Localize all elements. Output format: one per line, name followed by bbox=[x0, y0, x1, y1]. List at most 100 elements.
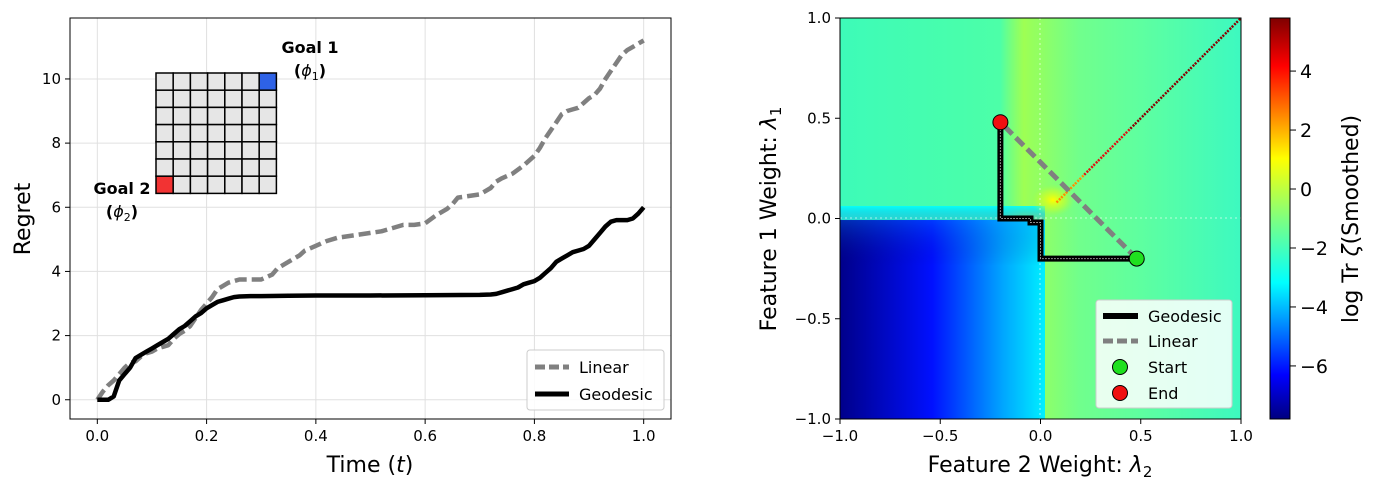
right-y-tick-label: −1.0 bbox=[795, 410, 831, 428]
gridworld-cell bbox=[241, 106, 260, 126]
series-line-geodesic bbox=[97, 205, 646, 403]
right-y-tick-label: −0.5 bbox=[795, 310, 831, 328]
diagonal-ridge-segment bbox=[1212, 40, 1219, 47]
gridworld-cell bbox=[189, 158, 209, 177]
right-legend-linear-label: Linear bbox=[1148, 332, 1198, 351]
right-y-tick-label: 1.0 bbox=[807, 9, 831, 27]
gridworld-cell bbox=[224, 106, 243, 126]
right-paths bbox=[992, 114, 1145, 267]
geodesic-path-highlight bbox=[999, 122, 1137, 260]
gridworld-cell bbox=[155, 106, 174, 126]
series-line-linear bbox=[95, 38, 645, 402]
right-legend-start-label: Start bbox=[1148, 358, 1187, 377]
left-x-tick-label: 0.0 bbox=[85, 427, 109, 445]
right-legend-box bbox=[1095, 299, 1233, 409]
left-legend: Linear Geodesic bbox=[526, 349, 665, 411]
diagonal-ridge-segment bbox=[1221, 30, 1229, 38]
gridworld-cell bbox=[172, 106, 192, 126]
goal2-symbol: (ϕ2) bbox=[106, 202, 138, 224]
gridworld-cell bbox=[224, 141, 243, 160]
left-x-axis-label: Time (t) bbox=[326, 453, 414, 478]
colorbar-label: log Tr ζ(Smoothed) bbox=[1339, 115, 1364, 323]
right-x-tick-label: −1.0 bbox=[822, 427, 858, 445]
right-legend-end-label: End bbox=[1148, 384, 1178, 403]
gridworld-cell bbox=[206, 175, 226, 195]
gridworld-goal2-cell bbox=[155, 175, 174, 195]
gridworld-cell bbox=[258, 175, 278, 195]
heatmap-diagonal-ridge bbox=[1055, 18, 1241, 204]
gridworld-cell bbox=[206, 106, 226, 126]
goal2-label: Goal 2 bbox=[93, 179, 150, 198]
diagonal-ridge-segment bbox=[1143, 109, 1150, 116]
left-plot-frame bbox=[69, 17, 672, 420]
left-y-tick-label: 2 bbox=[51, 327, 61, 345]
linear-path bbox=[998, 120, 1139, 261]
diagonal-ridge-segment bbox=[1087, 164, 1095, 172]
diagonal-ridge-segment bbox=[1170, 81, 1178, 89]
diagonal-ridge-segment bbox=[1203, 49, 1210, 56]
colorbar-tick-label: −2 bbox=[1300, 238, 1328, 260]
start-marker bbox=[1128, 250, 1145, 267]
right-y-tick-label: 0.5 bbox=[807, 109, 831, 127]
colorbar-tick-label: 4 bbox=[1300, 61, 1312, 83]
right-x-tick-label: −0.5 bbox=[922, 427, 958, 445]
diagonal-ridge-segment bbox=[1235, 18, 1241, 24]
goal1-annotation: Goal 1 (ϕ1) bbox=[281, 38, 338, 83]
colorbar-tick-label: 2 bbox=[1300, 120, 1312, 142]
colorbar-tick-label: −4 bbox=[1300, 297, 1328, 319]
diagonal-ridge-segment bbox=[1124, 127, 1132, 135]
colorbar-tick-label: 0 bbox=[1300, 179, 1312, 201]
diagonal-ridge-segment bbox=[1060, 192, 1067, 199]
gridworld-cell bbox=[241, 123, 260, 143]
gridworld-cell bbox=[224, 89, 243, 109]
gridworld-cell bbox=[241, 89, 260, 109]
diagonal-ridge-segment bbox=[1180, 72, 1187, 79]
right-y-axis-label: Feature 1 Weight: λ1 bbox=[757, 107, 785, 332]
diagonal-ridge-segment bbox=[1129, 123, 1136, 130]
left-x-tick-label: 1.0 bbox=[632, 427, 656, 445]
right-x-tick-label: 1.0 bbox=[1229, 427, 1253, 445]
goal1-label: Goal 1 bbox=[281, 38, 338, 57]
gridworld-cell bbox=[258, 89, 278, 109]
diagonal-ridge-segment bbox=[1074, 178, 1081, 185]
gridworld-cell bbox=[224, 72, 243, 91]
diagonal-ridge-segment bbox=[1161, 90, 1169, 98]
goal2-annotation: Goal 2 (ϕ2) bbox=[93, 179, 150, 224]
right-legend-geodesic-label: Geodesic bbox=[1148, 307, 1222, 326]
gridworld-cell bbox=[172, 141, 192, 160]
gridworld-cell bbox=[172, 72, 192, 91]
heatmap-low-transition bbox=[840, 206, 1045, 266]
gridworld-cell bbox=[155, 72, 174, 91]
right-axis-ticks: −1.0 −0.5 0.0 0.5 1.0 −1.0 −0.5 0.0 0.5 1.0 bbox=[795, 9, 1253, 445]
diagonal-ridge-segment bbox=[1152, 100, 1159, 107]
diagonal-ridge-segment bbox=[1147, 104, 1155, 112]
diagonal-ridge-segment bbox=[1069, 183, 1076, 190]
gridworld-cell bbox=[189, 141, 209, 160]
left-x-tick-label: 0.8 bbox=[522, 427, 546, 445]
diagonal-ridge-segment bbox=[1157, 95, 1164, 102]
gridworld-cell bbox=[258, 123, 278, 143]
left-series bbox=[95, 38, 646, 403]
gridworld-cell bbox=[241, 158, 260, 177]
diagonal-ridge-segment bbox=[1198, 54, 1205, 61]
diagonal-ridge-segment bbox=[1138, 113, 1146, 121]
gridworld-cell bbox=[206, 123, 226, 143]
left-y-tick-label: 8 bbox=[51, 134, 61, 152]
diagonal-ridge-segment bbox=[1092, 160, 1099, 167]
diagonal-ridge-segment bbox=[1055, 196, 1063, 204]
heatmap bbox=[840, 18, 1241, 419]
diagonal-ridge-segment bbox=[1226, 26, 1233, 33]
diagonal-ridge-segment bbox=[1078, 173, 1086, 181]
gridworld-cell bbox=[189, 89, 209, 109]
diagonal-ridge-segment bbox=[1106, 146, 1113, 153]
gridworld-goal1-cell bbox=[258, 72, 278, 91]
gridworld-cell bbox=[172, 89, 192, 109]
diagonal-ridge-segment bbox=[1230, 21, 1238, 29]
left-y-axis-label: Regret bbox=[11, 182, 36, 255]
left-x-tick-label: 0.4 bbox=[304, 427, 328, 445]
gridworld-cell bbox=[189, 106, 209, 126]
gridworld-cell bbox=[224, 123, 243, 143]
left-y-tick-label: 6 bbox=[51, 198, 61, 216]
gridworld-cell bbox=[206, 89, 226, 109]
